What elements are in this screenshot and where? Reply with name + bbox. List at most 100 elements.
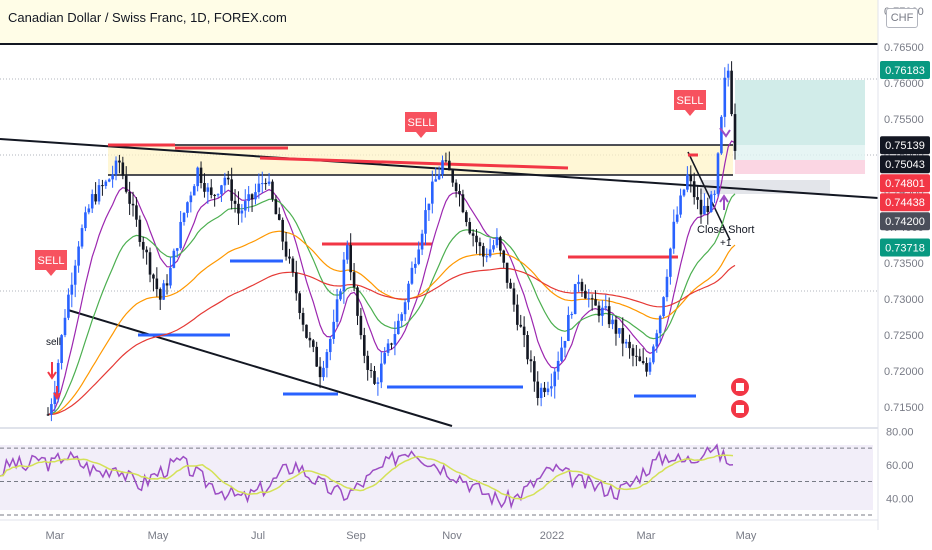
price-label-bg bbox=[880, 193, 930, 212]
candle-body bbox=[243, 201, 247, 211]
ema-line bbox=[47, 264, 736, 416]
time-tick-label: May bbox=[148, 530, 169, 542]
candle-body bbox=[305, 324, 308, 338]
candle-body bbox=[220, 185, 223, 195]
entry-marker-icon bbox=[719, 127, 731, 138]
candle-body bbox=[56, 363, 60, 393]
candle-body bbox=[308, 337, 312, 341]
candle-body bbox=[458, 191, 461, 195]
price-label-bg bbox=[880, 212, 930, 231]
candle-body bbox=[631, 348, 635, 356]
candle-body bbox=[169, 267, 172, 286]
candle-body bbox=[182, 212, 186, 222]
candle-body bbox=[570, 314, 574, 316]
candle-body bbox=[145, 249, 148, 253]
position-target-zone[interactable] bbox=[735, 80, 865, 145]
descending-trendline-lower[interactable] bbox=[67, 309, 453, 427]
rsi-tick-label: 80.00 bbox=[886, 426, 914, 438]
time-tick-label: May bbox=[736, 530, 757, 542]
sell-marker[interactable]: SELL bbox=[405, 112, 437, 138]
candle-body bbox=[237, 203, 240, 214]
candle-body bbox=[288, 256, 291, 259]
candle-body bbox=[733, 114, 737, 151]
time-tick-label: Nov bbox=[442, 530, 462, 542]
candle-body bbox=[652, 346, 655, 363]
candle-body bbox=[543, 387, 546, 393]
candle-body bbox=[635, 355, 638, 357]
candle-body bbox=[645, 363, 648, 372]
position-mid-zone bbox=[735, 145, 865, 160]
candle-body bbox=[662, 297, 665, 317]
price-label: 0.74801 bbox=[885, 178, 925, 190]
candle-body bbox=[407, 283, 410, 303]
candle-body bbox=[335, 299, 339, 322]
candle-body bbox=[80, 228, 84, 247]
candle-body bbox=[618, 328, 621, 334]
price-tick-label: 0.72000 bbox=[884, 366, 924, 378]
short-trendline[interactable] bbox=[687, 151, 731, 241]
position-stop-zone[interactable] bbox=[735, 160, 865, 174]
candle-body bbox=[505, 262, 509, 283]
candle-body bbox=[379, 363, 383, 383]
candle-body bbox=[257, 183, 261, 193]
price-axis[interactable] bbox=[878, 0, 932, 530]
candle-body bbox=[175, 248, 179, 251]
candle-body bbox=[247, 194, 250, 202]
rsi-levels bbox=[0, 447, 873, 516]
price-tick-label: 0.71500 bbox=[884, 402, 924, 414]
candle-body bbox=[720, 116, 723, 154]
candle-body bbox=[230, 179, 233, 201]
candle-body bbox=[393, 334, 397, 345]
level-segments[interactable] bbox=[108, 143, 698, 398]
time-tick-label: 2022 bbox=[540, 530, 564, 542]
sell-marker[interactable]: SELL bbox=[35, 250, 67, 276]
candle-body bbox=[131, 203, 135, 206]
price-label: 0.75043 bbox=[885, 159, 925, 171]
canada-flag-event-icon[interactable] bbox=[731, 378, 749, 396]
candle-body bbox=[233, 200, 237, 204]
canada-flag-event-icon[interactable] bbox=[731, 400, 749, 418]
candle-body bbox=[213, 194, 216, 196]
candle-body bbox=[199, 167, 203, 183]
candle-body bbox=[294, 272, 298, 294]
price-tick-label: 0.73500 bbox=[884, 258, 924, 270]
candle-body bbox=[260, 183, 264, 185]
candle-body bbox=[264, 183, 267, 185]
price-label-bg bbox=[880, 61, 930, 80]
candle-body bbox=[499, 237, 502, 251]
candle-body bbox=[291, 258, 295, 273]
sell-marker[interactable]: SELL bbox=[674, 90, 706, 116]
candle-body bbox=[318, 366, 322, 378]
candle-body bbox=[186, 202, 189, 213]
currency-badge[interactable]: CHF bbox=[886, 8, 918, 28]
candle-body bbox=[158, 289, 162, 300]
candle-body bbox=[386, 343, 390, 353]
sell-marker-label: SELL bbox=[408, 117, 435, 129]
candle-body bbox=[135, 205, 138, 220]
candle-body bbox=[723, 77, 727, 117]
time-tick-label: Mar bbox=[637, 530, 656, 542]
candle-body bbox=[128, 191, 131, 204]
candle-body bbox=[709, 194, 713, 213]
symbol-title[interactable]: Canadian Dollar / Swiss Franc, 1D, FOREX… bbox=[8, 10, 287, 25]
close-short-pnl: +1 bbox=[720, 238, 732, 249]
time-axis-ticks: Mar May Jul Sep Nov 2022 Mar May bbox=[46, 530, 757, 542]
candle-body bbox=[628, 341, 631, 349]
candle-body bbox=[692, 181, 696, 198]
ema-line bbox=[47, 193, 736, 416]
candle-body bbox=[114, 160, 118, 175]
candle-body bbox=[679, 195, 682, 215]
time-tick-label: Mar bbox=[46, 530, 65, 542]
candle-body bbox=[556, 360, 560, 372]
candle-body bbox=[155, 278, 159, 290]
candle-body bbox=[60, 335, 63, 364]
candle-body bbox=[124, 175, 128, 192]
candle-body bbox=[560, 347, 563, 361]
candle-body bbox=[240, 210, 244, 214]
candle-body bbox=[369, 369, 373, 371]
candle-body bbox=[359, 315, 363, 336]
price-tick-label: 0.73000 bbox=[884, 294, 924, 306]
price-label-bg bbox=[880, 136, 930, 155]
sell-marker-label: SELL bbox=[677, 95, 704, 107]
